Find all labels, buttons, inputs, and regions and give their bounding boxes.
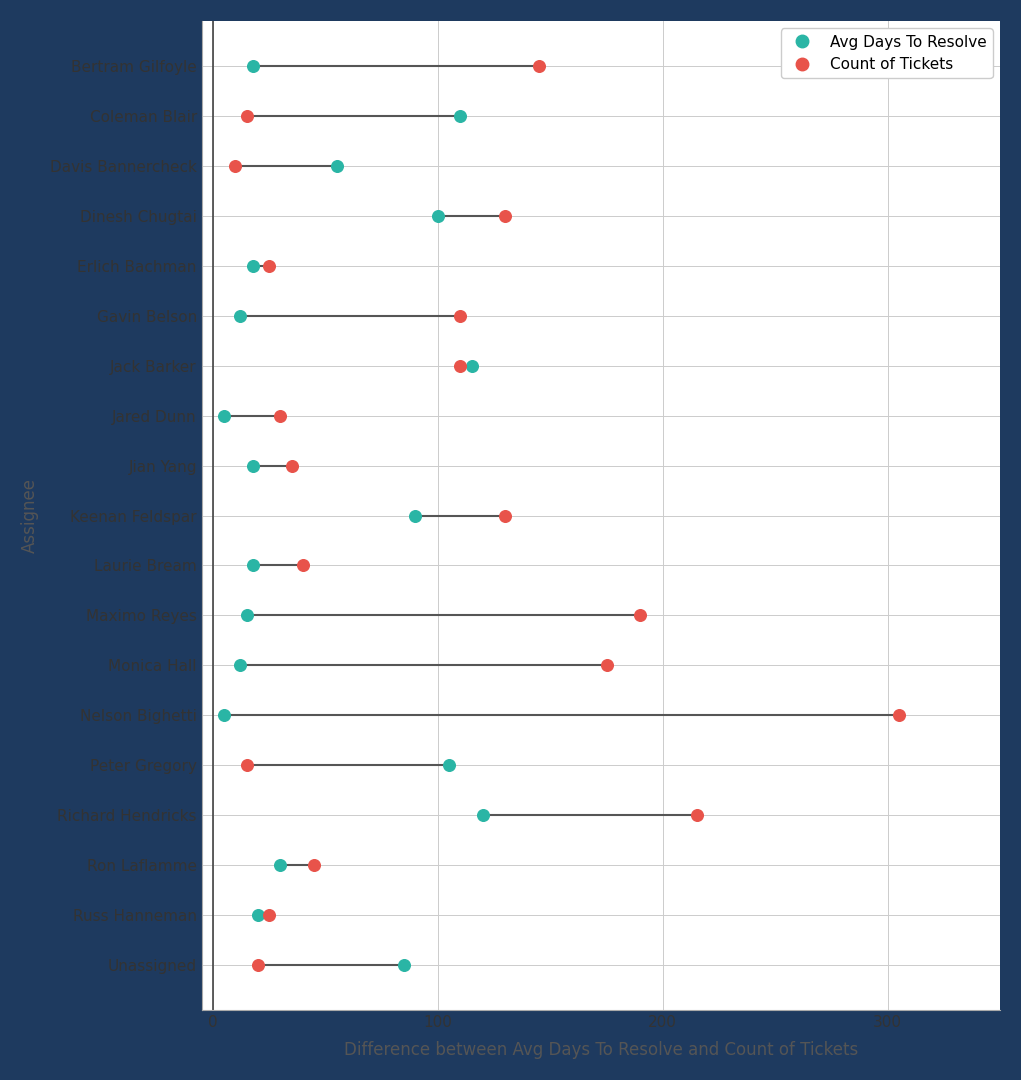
Point xyxy=(245,457,261,474)
Point xyxy=(228,157,244,174)
Point xyxy=(632,607,648,624)
Point xyxy=(688,807,704,824)
Point xyxy=(261,906,278,923)
Point xyxy=(250,906,266,923)
Point xyxy=(306,856,323,874)
Point xyxy=(239,757,255,774)
Point xyxy=(430,207,446,225)
Point xyxy=(452,107,469,124)
Point xyxy=(452,307,469,324)
Point xyxy=(239,107,255,124)
Point xyxy=(216,407,233,424)
Point xyxy=(245,557,261,575)
Point xyxy=(216,706,233,724)
Point xyxy=(475,807,491,824)
Point xyxy=(250,957,266,974)
Point xyxy=(329,157,345,174)
Point xyxy=(396,957,412,974)
Point xyxy=(261,257,278,274)
Legend: Avg Days To Resolve, Count of Tickets: Avg Days To Resolve, Count of Tickets xyxy=(781,28,992,79)
Point xyxy=(295,557,311,575)
Point xyxy=(497,507,514,524)
Point xyxy=(273,407,289,424)
Point xyxy=(239,607,255,624)
Point xyxy=(232,657,248,674)
Point xyxy=(232,307,248,324)
Point xyxy=(284,457,300,474)
Point xyxy=(407,507,424,524)
X-axis label: Difference between Avg Days To Resolve and Count of Tickets: Difference between Avg Days To Resolve a… xyxy=(344,1041,858,1059)
Point xyxy=(245,257,261,274)
Point xyxy=(452,357,469,375)
Point xyxy=(497,207,514,225)
Y-axis label: Assignee: Assignee xyxy=(20,478,39,553)
Point xyxy=(245,57,261,75)
Point xyxy=(441,757,457,774)
Point xyxy=(464,357,480,375)
Point xyxy=(598,657,615,674)
Point xyxy=(890,706,907,724)
Point xyxy=(531,57,547,75)
Point xyxy=(273,856,289,874)
